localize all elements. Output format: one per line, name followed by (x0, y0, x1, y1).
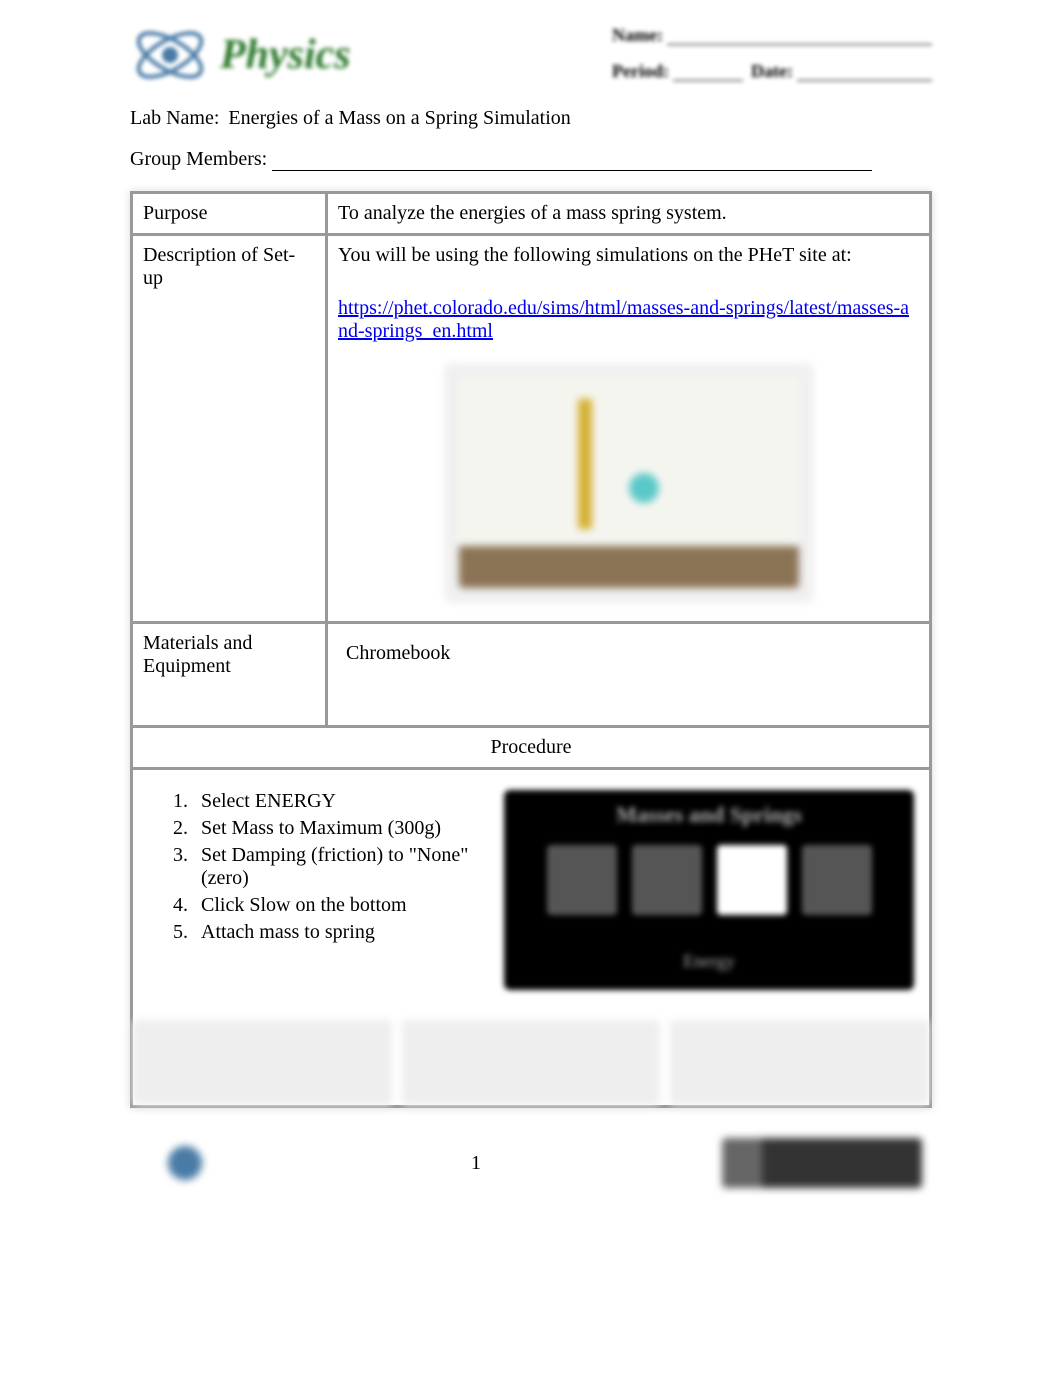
logo-area: Physics (130, 20, 612, 90)
name-input-line[interactable] (667, 25, 932, 45)
procedure-step: Set Mass to Maximum (300g) (193, 817, 484, 840)
setup-content-cell: You will be using the following simulati… (327, 235, 931, 623)
setup-label-cell: Description of Set-up (132, 235, 327, 623)
date-label: Date: (751, 61, 793, 82)
procedure-step: Attach mass to spring (193, 921, 484, 944)
physics-logo-icon (130, 20, 210, 90)
screenshot-thumbnail (402, 1020, 661, 1105)
page-footer: 1 (130, 1128, 932, 1198)
procedure-header: Procedure (132, 727, 931, 769)
sim-menu-title: Masses and Springs (504, 802, 914, 828)
procedure-step: Select ENERGY (193, 790, 484, 813)
group-members-label: Group Members: (130, 148, 267, 170)
simulation-preview-image (444, 363, 814, 603)
footer-logo-left (140, 1128, 230, 1198)
screenshot-thumbnail (670, 1020, 929, 1105)
purpose-text-cell: To analyze the energies of a mass spring… (327, 193, 931, 235)
group-members-input-line[interactable] (272, 170, 872, 171)
period-label: Period: (612, 61, 669, 82)
procedure-step: Click Slow on the bottom (193, 894, 484, 917)
sim-tile-energy (717, 845, 787, 915)
procedure-step: Set Damping (friction) to "None" (zero) (193, 844, 484, 890)
materials-text: Chromebook (346, 642, 450, 664)
procedure-steps: Select ENERGY Set Mass to Maximum (300g)… (148, 790, 484, 990)
simulation-menu-image: Masses and Springs Energy (504, 790, 914, 990)
setup-text: You will be using the following simulati… (338, 244, 919, 267)
sim-tile (632, 845, 702, 915)
period-input-line[interactable] (673, 61, 743, 81)
screenshot-thumbnail (133, 1020, 392, 1105)
materials-label-cell: Materials and Equipment (132, 623, 327, 727)
student-info-fields: Name: Period: Date: (612, 20, 932, 97)
sim-tile (802, 845, 872, 915)
lab-name-value: Energies of a Mass on a Spring Simulatio… (228, 107, 570, 129)
phet-link[interactable]: https://phet.colorado.edu/sims/html/mass… (338, 297, 909, 342)
date-input-line[interactable] (797, 61, 932, 81)
materials-text-cell: Chromebook (327, 623, 931, 727)
energy-tab-label: Energy (504, 951, 914, 972)
purpose-label-cell: Purpose (132, 193, 327, 235)
footer-logo-right (722, 1138, 922, 1188)
logo-text: Physics (220, 31, 351, 79)
name-label: Name: (612, 25, 663, 46)
sim-tile (547, 845, 617, 915)
bottom-screenshot-row (133, 1020, 929, 1105)
procedure-content-cell: Select ENERGY Set Mass to Maximum (300g)… (132, 769, 931, 1107)
page-number: 1 (471, 1152, 481, 1175)
lab-name-label: Lab Name: (130, 107, 219, 129)
lab-table: Purpose To analyze the energies of a mas… (130, 191, 932, 1108)
